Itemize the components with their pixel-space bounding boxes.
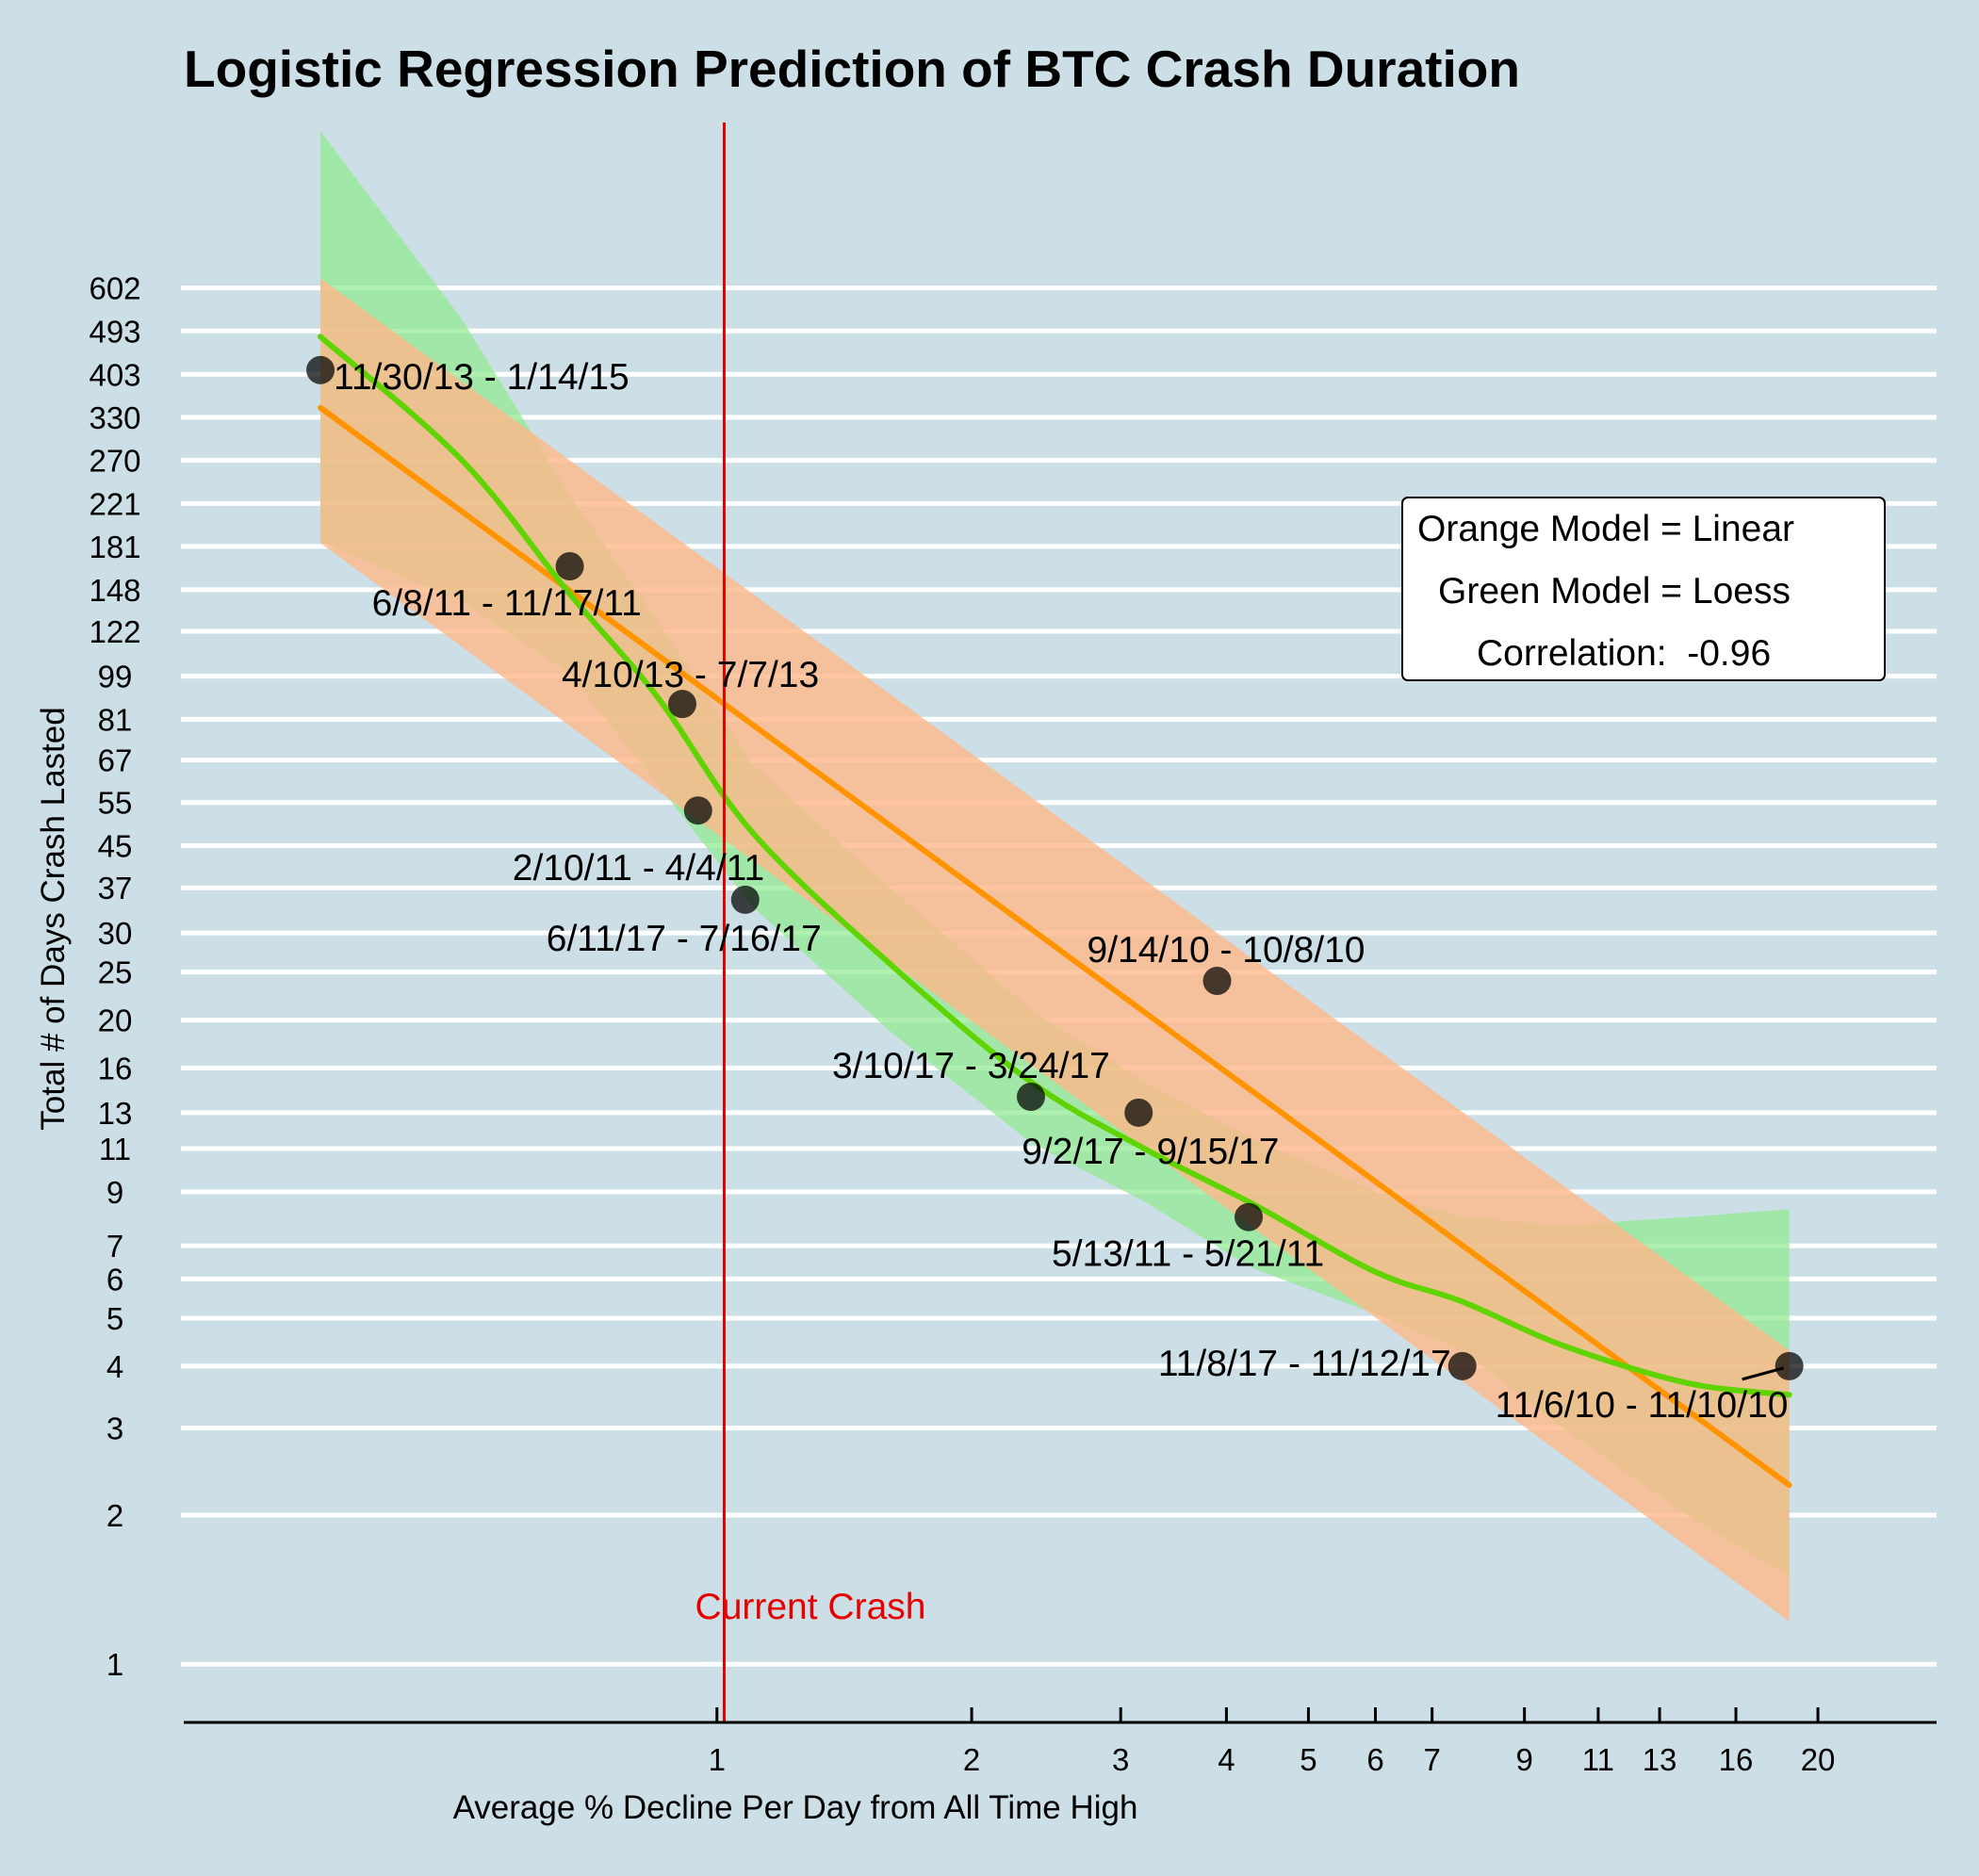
y-tick-label: 148 [89, 573, 140, 608]
y-tick-label: 403 [89, 357, 140, 392]
y-tick-label: 602 [89, 271, 140, 306]
y-tick-label: 13 [98, 1096, 133, 1131]
y-axis-label: Total # of Days Crash Lasted [35, 707, 72, 1130]
data-points [306, 355, 1804, 1380]
x-tick-label: 7 [1423, 1742, 1440, 1777]
y-tick-label: 16 [98, 1052, 133, 1086]
data-point [683, 796, 712, 825]
y-tick-label: 25 [98, 955, 133, 990]
x-tick-label: 16 [1719, 1742, 1754, 1777]
x-tick-label: 20 [1801, 1742, 1836, 1777]
y-tick-label: 67 [98, 743, 133, 778]
y-tick-label: 330 [89, 400, 140, 435]
point-label: 4/10/13 - 7/7/13 [562, 655, 819, 695]
y-tick-label: 4 [106, 1349, 123, 1384]
data-point [555, 552, 584, 581]
y-tick-label: 45 [98, 829, 133, 864]
data-point [1775, 1351, 1804, 1380]
data-point [306, 355, 335, 384]
y-tick-label: 7 [106, 1229, 123, 1264]
current-crash-label: Current Crash [695, 1587, 926, 1627]
point-label: 5/13/11 - 5/21/11 [1052, 1234, 1324, 1275]
x-tick-label: 4 [1218, 1742, 1235, 1777]
y-tick-label: 99 [98, 660, 133, 694]
point-label: 9/14/10 - 10/8/10 [1088, 930, 1366, 971]
x-tick-label: 1 [709, 1742, 726, 1777]
point-label: 11/8/17 - 11/12/17 [1158, 1344, 1451, 1384]
chart-title: Logistic Regression Prediction of BTC Cr… [184, 40, 1520, 98]
y-tick-label: 20 [98, 1003, 133, 1038]
legend-linear: Orange Model = Linear [1417, 509, 1794, 549]
point-label: 11/30/13 - 1/14/15 [334, 357, 630, 398]
label-leader-line [1742, 1366, 1785, 1381]
y-tick-label: 3 [106, 1411, 123, 1446]
point-label: 11/6/10 - 11/10/10 [1496, 1385, 1789, 1426]
data-point [1447, 1351, 1477, 1380]
data-point [1235, 1202, 1264, 1232]
point-label: 6/8/11 - 11/17/11 [372, 583, 642, 624]
y-tick-label: 6 [106, 1262, 123, 1297]
y-tick-label: 11 [99, 1132, 131, 1166]
legend-loess: Green Model = Loess [1438, 571, 1791, 612]
y-tick-label: 221 [89, 486, 140, 521]
y-tick-label: 5 [106, 1301, 123, 1336]
legend-frame [1401, 497, 1886, 681]
y-tick-label: 30 [98, 916, 133, 951]
y-tick-label: 493 [89, 314, 140, 349]
legend-correlation: Correlation: -0.96 [1477, 633, 1771, 674]
point-label: 3/10/17 - 3/24/17 [832, 1046, 1110, 1086]
y-tick-label: 2 [106, 1498, 123, 1533]
x-tick-label: 2 [963, 1742, 980, 1777]
data-point [730, 885, 760, 914]
x-tick-label: 5 [1300, 1742, 1317, 1777]
data-point [1202, 966, 1232, 995]
y-tick-label: 37 [98, 871, 133, 905]
data-point [667, 690, 696, 719]
x-tick-label: 11 [1582, 1742, 1614, 1777]
x-axis-label: Average % Decline Per Day from All Time … [453, 1789, 1138, 1826]
y-tick-label: 55 [98, 786, 133, 821]
x-axis: 1 2 3 4 5 6 7 9 11 13 16 20 [184, 1707, 1937, 1777]
y-tick-label: 1 [106, 1647, 123, 1682]
y-tick-label: 81 [98, 702, 133, 737]
y-tick-label: 122 [89, 614, 140, 649]
y-tick-label: 270 [89, 444, 140, 479]
y-axis-ticks: 1234567911131620253037455567819912214818… [89, 271, 140, 1683]
y-tick-label: 9 [106, 1175, 123, 1210]
model-lines [318, 334, 1792, 1489]
point-label: 9/2/17 - 9/15/17 [1022, 1132, 1279, 1172]
point-label: 2/10/11 - 4/4/11 [513, 848, 764, 889]
point-label: 6/11/17 - 7/16/17 [547, 919, 822, 959]
legend-box: Orange Model = Linear Green Model = Loes… [1401, 497, 1886, 681]
y-tick-label: 181 [89, 530, 140, 564]
x-tick-label: 13 [1643, 1742, 1677, 1777]
x-tick-label: 6 [1366, 1742, 1383, 1777]
x-tick-label: 9 [1515, 1742, 1532, 1777]
current-crash-marker: Current Crash [695, 122, 926, 1722]
data-point [1124, 1098, 1153, 1127]
loess-model-line [318, 334, 1792, 1398]
point-labels: 11/30/13 - 1/14/15 6/8/11 - 11/17/11 4/10/… [334, 357, 1788, 1426]
data-point [1016, 1082, 1045, 1111]
x-tick-label: 3 [1112, 1742, 1129, 1777]
